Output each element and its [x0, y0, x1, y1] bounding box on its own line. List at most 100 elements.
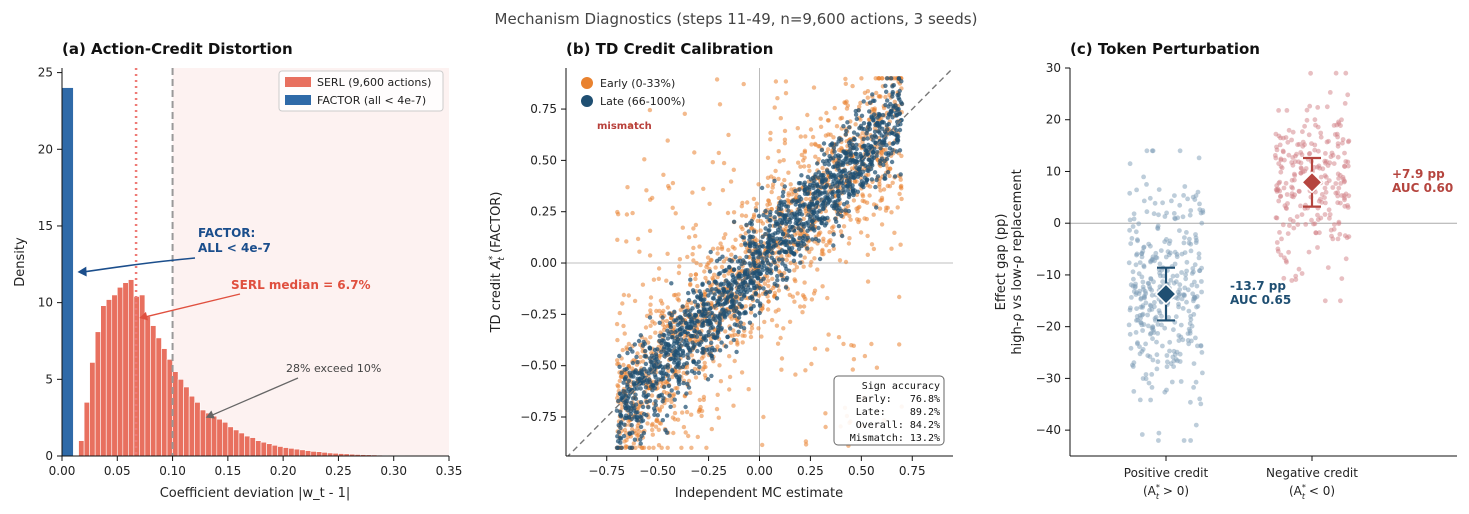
- negative-point: [1345, 92, 1351, 98]
- late-point: [664, 371, 669, 377]
- negative-point: [1283, 180, 1289, 186]
- late-point: [815, 193, 820, 198]
- early-point: [801, 304, 807, 309]
- late-point: [710, 356, 715, 361]
- early-point: [898, 242, 903, 247]
- early-point: [803, 368, 808, 373]
- late-point: [813, 172, 818, 177]
- y-tick-label: 0: [45, 449, 53, 463]
- early-point: [820, 165, 825, 171]
- early-point: [743, 304, 748, 309]
- late-point: [662, 384, 667, 390]
- late-point: [736, 329, 741, 334]
- late-point: [898, 100, 904, 105]
- late-point: [728, 326, 733, 331]
- late-point: [653, 375, 658, 380]
- serl-bar: [116, 287, 124, 457]
- sign-accuracy-frame: [833, 375, 945, 446]
- early-point: [897, 294, 902, 300]
- negative-point: [1285, 139, 1291, 145]
- early-point: [723, 232, 728, 237]
- late-point: [819, 178, 825, 184]
- early-point: [812, 346, 818, 351]
- late-point: [727, 264, 732, 270]
- positive-point: [1175, 215, 1181, 221]
- early-point: [693, 276, 698, 282]
- y-tick-label: 30: [1046, 61, 1061, 75]
- early-point: [792, 268, 797, 273]
- late-point: [638, 437, 643, 442]
- late-point: [759, 185, 765, 191]
- late-point: [872, 129, 878, 134]
- positive-point: [1199, 279, 1204, 284]
- late-point: [675, 363, 680, 368]
- late-point: [762, 251, 768, 256]
- late-point: [615, 439, 621, 444]
- late-point: [810, 226, 815, 231]
- positive-point: [1197, 201, 1202, 207]
- early-point: [782, 141, 788, 146]
- early-point: [843, 259, 849, 265]
- late-point: [758, 239, 764, 244]
- sign-accuracy-box: Sign accuracy Early: 76.8% Late: 89.2% O…: [833, 375, 945, 446]
- early-point: [654, 418, 659, 424]
- late-point: [673, 373, 678, 378]
- early-point: [869, 341, 874, 347]
- late-point: [645, 378, 650, 383]
- late-point: [776, 203, 782, 208]
- late-point: [861, 126, 867, 132]
- positive-point: [1193, 193, 1199, 199]
- late-point: [810, 237, 815, 242]
- late-point: [897, 127, 903, 133]
- late-point: [778, 240, 784, 245]
- late-point: [797, 194, 802, 200]
- positive-point: [1147, 195, 1153, 201]
- late-point: [896, 107, 901, 112]
- late-point: [663, 350, 668, 355]
- early-point: [620, 301, 625, 306]
- late-point: [750, 271, 756, 276]
- early-point: [795, 291, 800, 296]
- early-point: [851, 343, 856, 348]
- late-point: [816, 217, 822, 222]
- early-point: [820, 284, 825, 289]
- late-point: [638, 424, 644, 430]
- positive-point: [1128, 305, 1133, 311]
- early-point: [773, 168, 778, 174]
- late-point: [653, 351, 659, 357]
- early-point: [760, 442, 765, 448]
- positive-point: [1147, 307, 1152, 313]
- positive-point: [1151, 211, 1157, 217]
- late-point: [741, 294, 747, 299]
- early-point: [751, 212, 757, 217]
- early-point: [838, 229, 844, 234]
- early-point: [648, 197, 653, 202]
- late-point: [793, 188, 798, 194]
- positive-point: [1184, 299, 1189, 305]
- late-point: [632, 406, 637, 411]
- late-point: [748, 306, 754, 311]
- serl-bar: [210, 415, 218, 457]
- negative-point: [1318, 134, 1324, 140]
- late-point: [684, 321, 689, 326]
- late-point: [706, 332, 711, 338]
- negative-point: [1335, 236, 1341, 242]
- early-point: [731, 403, 736, 408]
- early-point: [837, 147, 842, 153]
- positive-point: [1177, 282, 1183, 288]
- late-point: [764, 290, 769, 295]
- early-point: [715, 246, 721, 251]
- late-point: [859, 179, 865, 184]
- negative-point: [1315, 245, 1320, 250]
- late-point: [618, 414, 624, 419]
- late-point: [633, 396, 639, 401]
- late-point: [831, 145, 837, 150]
- late-point: [643, 354, 649, 359]
- late-point: [820, 159, 826, 164]
- late-point: [638, 376, 643, 381]
- late-point: [742, 280, 747, 285]
- late-point: [685, 352, 690, 357]
- early-point: [729, 316, 734, 321]
- late-point: [889, 159, 895, 165]
- late-point: [799, 173, 804, 178]
